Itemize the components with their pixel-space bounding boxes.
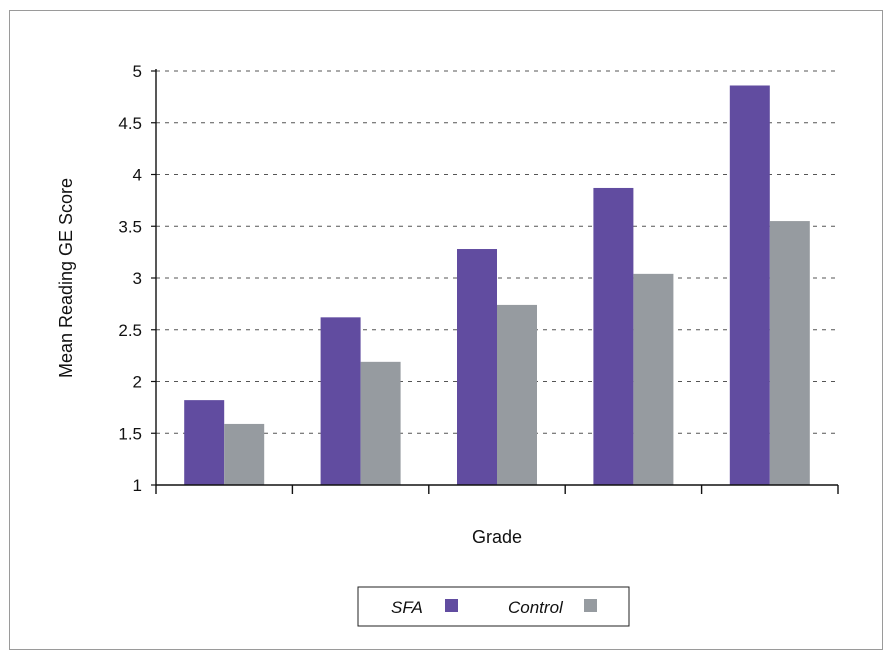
x-axis-title: Grade (472, 527, 522, 547)
y-axis-title: Mean Reading GE Score (56, 178, 76, 378)
bar-control-2 (360, 361, 401, 485)
legend-swatch-sfa (445, 599, 458, 612)
bar-sfa-1 (184, 400, 225, 485)
y-tick-label: 4 (133, 166, 142, 185)
legend-label-control: Control (508, 598, 564, 617)
gridlines (151, 70, 838, 486)
y-tick-label: 2.5 (118, 321, 142, 340)
bar-control-1 (224, 423, 265, 485)
bar-control-5 (769, 221, 810, 485)
y-tick-label: 4.5 (118, 114, 142, 133)
y-tick-label: 1.5 (118, 424, 142, 443)
y-tick-label: 3 (133, 269, 142, 288)
legend-box (357, 586, 630, 627)
y-tick-labels: 1 1.5 2 2.5 3 3.5 4 4.5 5 (118, 62, 142, 495)
bar-sfa-2 (320, 317, 361, 485)
bar-sfa-5 (729, 85, 770, 486)
y-tick-label: 2 (133, 373, 142, 392)
bar-control-3 (497, 304, 537, 485)
y-tick-label: 1 (133, 476, 142, 495)
y-tick-label: 3.5 (118, 217, 142, 236)
y-tick-label: 5 (133, 62, 142, 81)
axes (155, 69, 839, 494)
legend-label-sfa: SFA (391, 598, 423, 617)
legend-swatch-control (584, 599, 597, 612)
bar-sfa-4 (593, 187, 634, 485)
bar-sfa-3 (457, 249, 497, 485)
legend: SFA Control (357, 586, 630, 627)
bar-control-4 (633, 273, 674, 485)
bars (184, 85, 810, 486)
